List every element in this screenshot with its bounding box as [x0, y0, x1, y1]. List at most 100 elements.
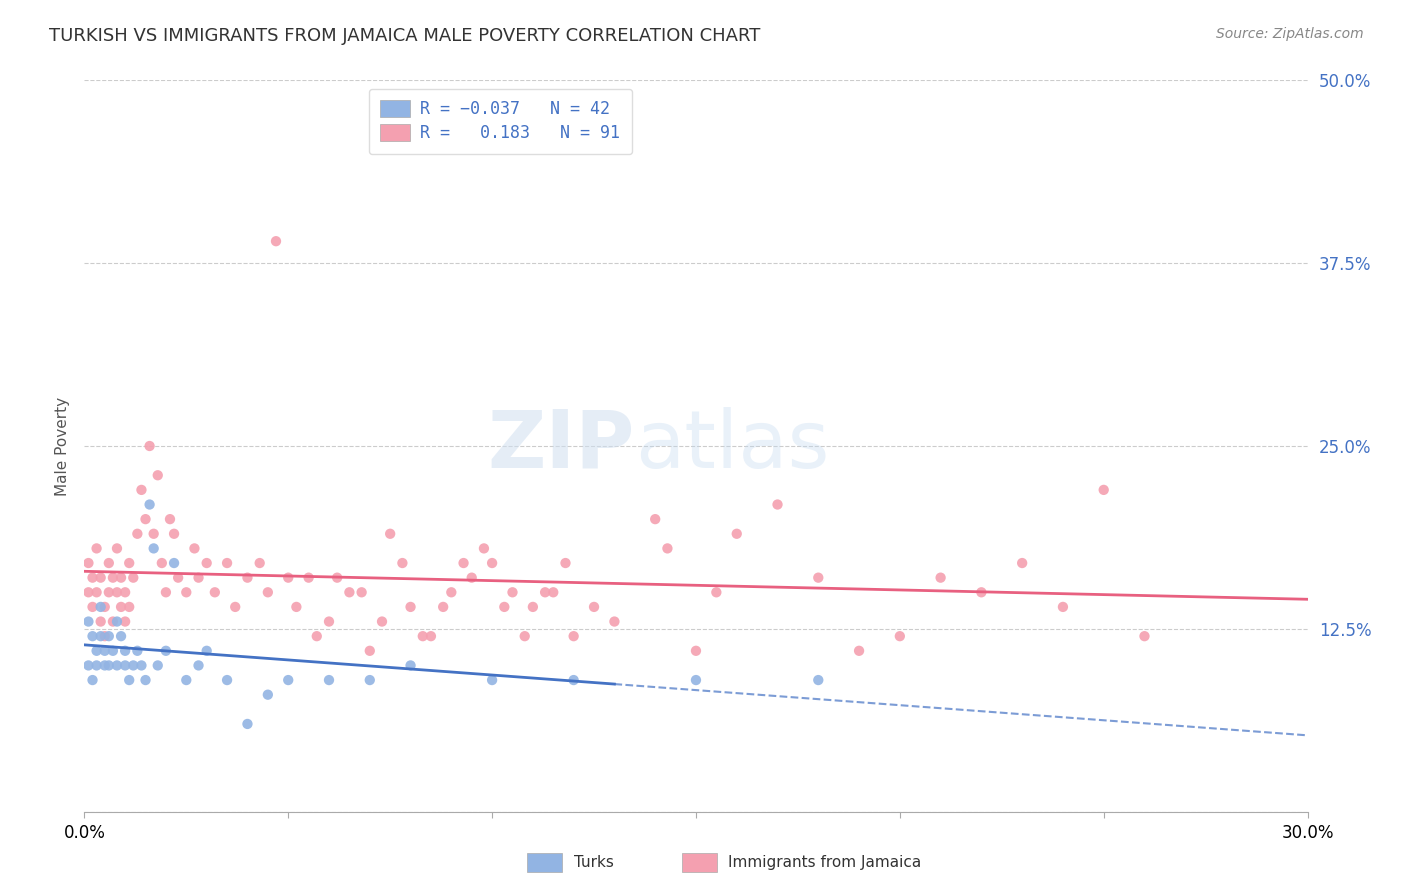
- Point: [1092, 483, 1115, 497]
- Point: [583, 599, 606, 614]
- Point: [110, 599, 132, 614]
- Point: [236, 571, 259, 585]
- Point: [318, 615, 340, 629]
- Point: [807, 571, 830, 585]
- Point: [77, 556, 100, 570]
- Point: [285, 599, 308, 614]
- Point: [461, 571, 484, 585]
- Point: [1133, 629, 1156, 643]
- Point: [159, 512, 181, 526]
- Point: [305, 629, 328, 643]
- Point: [502, 585, 524, 599]
- Point: [217, 556, 239, 570]
- Point: [685, 644, 707, 658]
- Point: [685, 673, 707, 687]
- Point: [97, 585, 120, 599]
- Point: [326, 571, 349, 585]
- Point: [110, 571, 132, 585]
- Point: [105, 615, 128, 629]
- Point: [380, 526, 402, 541]
- Point: [146, 468, 169, 483]
- Point: [562, 629, 585, 643]
- Point: [146, 658, 169, 673]
- Point: [90, 629, 112, 643]
- Point: [257, 688, 280, 702]
- Point: [110, 629, 132, 643]
- Point: [150, 556, 173, 570]
- Point: [167, 571, 190, 585]
- Point: [440, 585, 463, 599]
- Point: [131, 658, 153, 673]
- Point: [101, 644, 124, 658]
- Point: [277, 571, 299, 585]
- Point: [399, 658, 422, 673]
- Point: [77, 658, 100, 673]
- Point: [318, 673, 340, 687]
- Point: [412, 629, 434, 643]
- Point: [522, 599, 544, 614]
- Text: Source: ZipAtlas.com: Source: ZipAtlas.com: [1216, 27, 1364, 41]
- Point: [142, 541, 165, 556]
- Point: [105, 541, 128, 556]
- Point: [970, 585, 993, 599]
- Point: [359, 673, 381, 687]
- Point: [399, 599, 422, 614]
- Point: [534, 585, 557, 599]
- Point: [513, 629, 536, 643]
- Point: [118, 673, 141, 687]
- Point: [766, 498, 789, 512]
- Point: [174, 585, 197, 599]
- Point: [82, 629, 104, 643]
- Point: [138, 439, 160, 453]
- Text: Immigrants from Jamaica: Immigrants from Jamaica: [728, 855, 921, 870]
- Point: [135, 673, 157, 687]
- Point: [543, 585, 565, 599]
- Point: [77, 615, 100, 629]
- Text: Turks: Turks: [574, 855, 613, 870]
- Point: [371, 615, 394, 629]
- Point: [86, 658, 108, 673]
- Point: [90, 571, 112, 585]
- Point: [114, 615, 136, 629]
- Point: [183, 541, 205, 556]
- Point: [1011, 556, 1033, 570]
- Point: [453, 556, 475, 570]
- Point: [127, 526, 149, 541]
- Point: [93, 644, 115, 658]
- Point: [90, 615, 112, 629]
- Point: [122, 571, 145, 585]
- Point: [725, 526, 748, 541]
- Point: [97, 556, 120, 570]
- Point: [1052, 599, 1074, 614]
- Point: [155, 644, 177, 658]
- Text: TURKISH VS IMMIGRANTS FROM JAMAICA MALE POVERTY CORRELATION CHART: TURKISH VS IMMIGRANTS FROM JAMAICA MALE …: [49, 27, 761, 45]
- Point: [93, 629, 115, 643]
- Point: [236, 717, 259, 731]
- Point: [204, 585, 226, 599]
- Point: [163, 556, 186, 570]
- Point: [86, 644, 108, 658]
- Point: [217, 673, 239, 687]
- Point: [889, 629, 911, 643]
- Point: [195, 644, 218, 658]
- Point: [135, 512, 157, 526]
- Point: [494, 599, 516, 614]
- Point: [298, 571, 321, 585]
- Point: [105, 585, 128, 599]
- Point: [350, 585, 373, 599]
- Point: [562, 673, 585, 687]
- Point: [97, 629, 120, 643]
- Point: [114, 658, 136, 673]
- Point: [118, 556, 141, 570]
- Point: [82, 599, 104, 614]
- Point: [187, 658, 209, 673]
- Point: [131, 483, 153, 497]
- Y-axis label: Male Poverty: Male Poverty: [55, 396, 70, 496]
- Point: [114, 585, 136, 599]
- Text: atlas: atlas: [636, 407, 830, 485]
- Point: [432, 599, 454, 614]
- Point: [339, 585, 361, 599]
- Point: [105, 658, 128, 673]
- Point: [93, 658, 115, 673]
- Point: [93, 599, 115, 614]
